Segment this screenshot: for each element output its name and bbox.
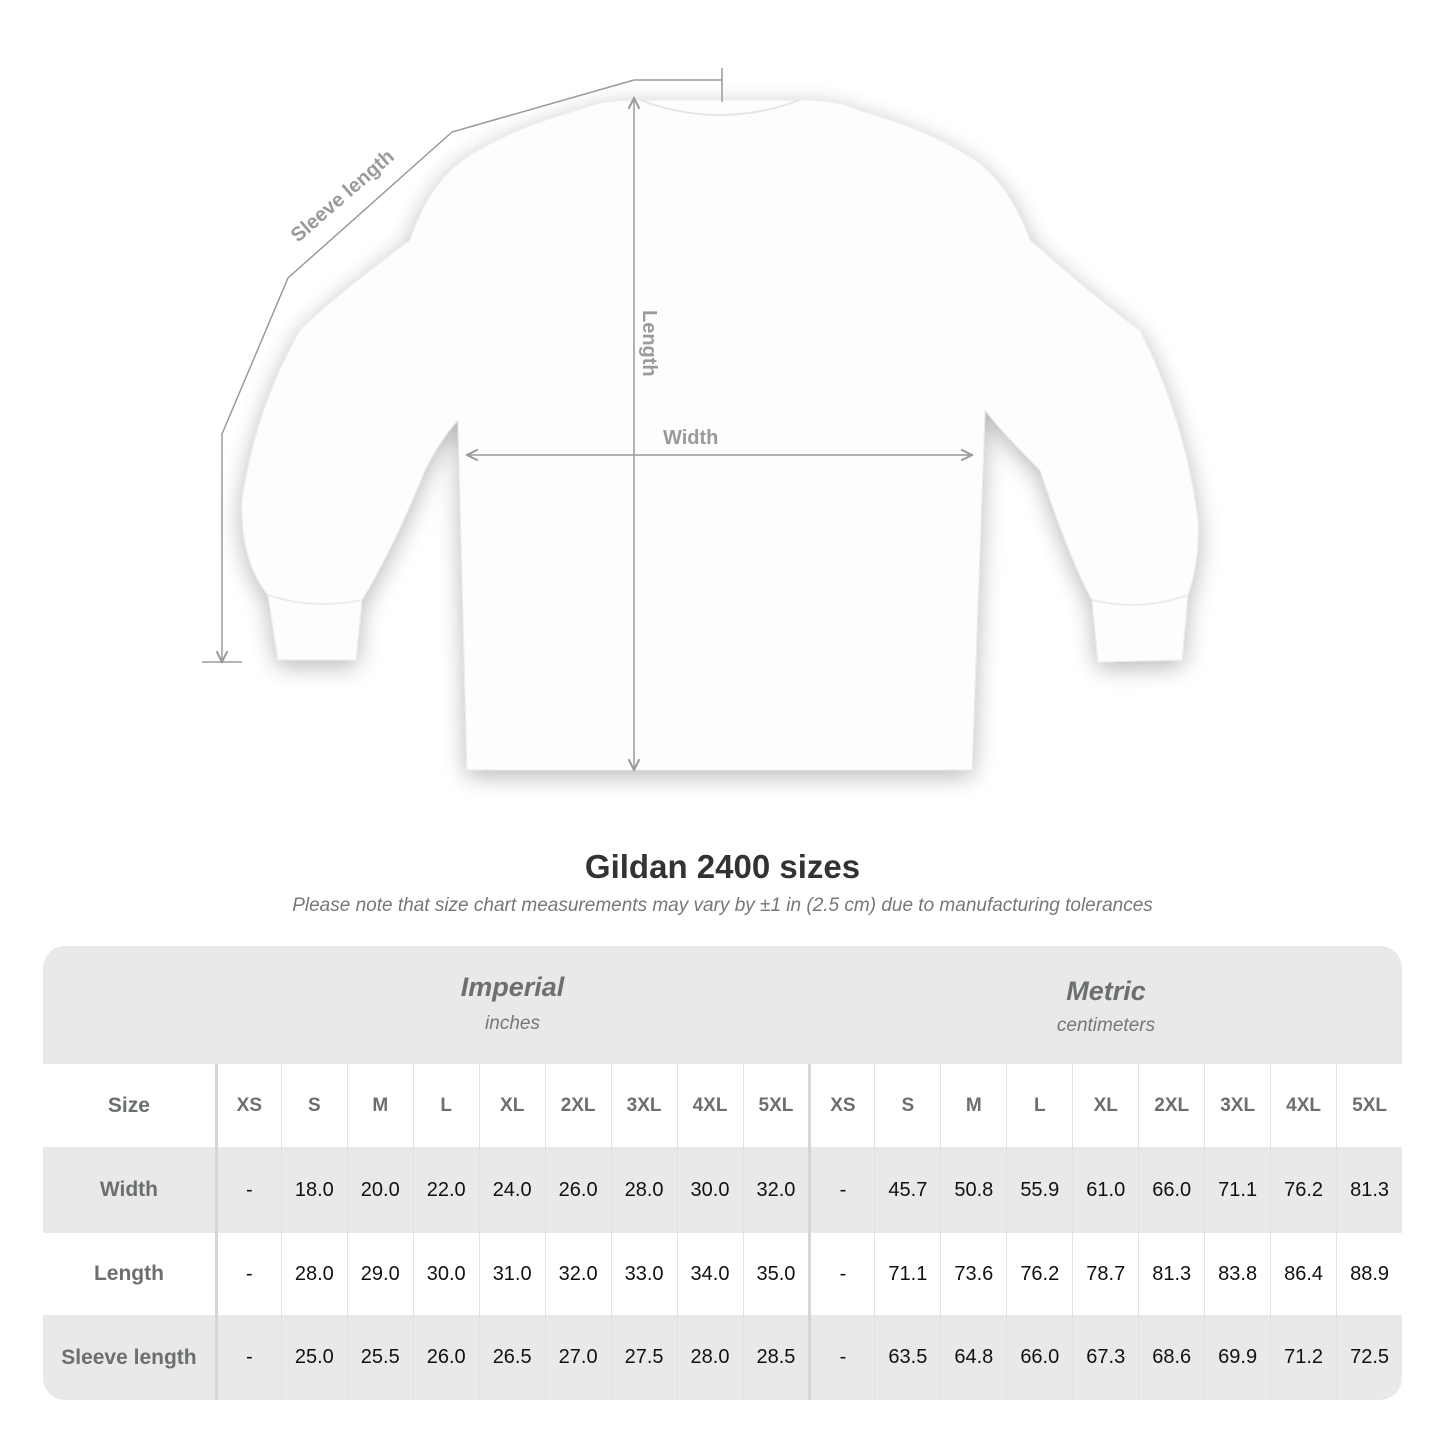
metric-value-cell: 88.9 — [1336, 1233, 1402, 1315]
metric-value-cell: 78.7 — [1072, 1233, 1138, 1315]
imperial-value-cell: 26.0 — [412, 1315, 479, 1400]
metric-value-cell: 71.1 — [1204, 1147, 1270, 1233]
metric-value-cell: 61.0 — [1072, 1147, 1138, 1233]
imperial-value-cell: 27.0 — [544, 1315, 611, 1400]
imperial-size-2xl: 2XL — [544, 1064, 611, 1147]
metric-value-cell: 63.5 — [874, 1315, 940, 1400]
imperial-size-xl: XL — [478, 1064, 545, 1147]
table-row-length: Length -28.0 29.0 30.0 31.0 32.0 33.0 34.0 35.0-… — [43, 1233, 1402, 1315]
metric-value-cell: 71.1 — [874, 1233, 940, 1315]
imperial-value-cell: 25.0 — [280, 1315, 347, 1400]
imperial-size-4xl: 4XL — [676, 1064, 743, 1147]
sleeve-length-line — [222, 79, 722, 662]
row-label: Width — [99, 1178, 158, 1201]
metric-value-cell: 67.3 — [1072, 1315, 1138, 1400]
imperial-value-cell: - — [214, 1233, 281, 1315]
metric-value-cell: 72.5 — [1336, 1315, 1402, 1400]
metric-value-cell: 55.9 — [1006, 1147, 1072, 1233]
size-header-row: Size XS S M L XL 2XL 3XL 4XL 5XL XS S M L XL 2XL 3XL 4XL 5… — [43, 1064, 1402, 1147]
metric-unit: centimeters — [1056, 1015, 1156, 1036]
metric-size-l: L — [1006, 1064, 1072, 1147]
imperial-header: Imperial inches — [215, 946, 810, 1064]
metric-size-xl: XL — [1072, 1064, 1138, 1147]
tolerance-note: Please note that size chart measurements… — [292, 895, 1153, 916]
imperial-value-cell: 29.0 — [346, 1233, 413, 1315]
imperial-value-cell: 18.0 — [280, 1147, 347, 1233]
size-label: Size — [107, 1093, 150, 1117]
imperial-size-3xl: 3XL — [610, 1064, 677, 1147]
metric-size-3xl: 3XL — [1204, 1064, 1270, 1147]
metric-value-cell: 66.0 — [1006, 1315, 1072, 1400]
imperial-value-cell: 24.0 — [478, 1147, 545, 1233]
imperial-value-cell: 34.0 — [676, 1233, 743, 1315]
imperial-value-cell: 32.0 — [544, 1233, 611, 1315]
imperial-value-cell: 20.0 — [346, 1147, 413, 1233]
shirt-measurement-diagram: Sleeve length Length Width — [202, 68, 1199, 840]
imperial-size-s: S — [280, 1064, 347, 1147]
metric-size-4xl: 4XL — [1270, 1064, 1336, 1147]
imperial-value-cell: 32.0 — [742, 1147, 809, 1233]
imperial-value-cell: 35.0 — [742, 1233, 809, 1315]
metric-value-cell: 76.2 — [1006, 1233, 1072, 1315]
row-label: Length — [93, 1262, 164, 1285]
metric-value-cell: 69.9 — [1204, 1315, 1270, 1400]
imperial-title: Imperial — [460, 972, 565, 1002]
imperial-size-xs: XS — [214, 1064, 281, 1147]
chart-title: Gildan 2400 sizes — [584, 848, 861, 885]
imperial-unit: inches — [485, 1013, 540, 1034]
imperial-size-l: L — [412, 1064, 479, 1147]
metric-header: Metric centimeters — [810, 946, 1402, 1064]
metric-value-cell: 64.8 — [940, 1315, 1006, 1400]
metric-value-cell: 73.6 — [940, 1233, 1006, 1315]
metric-value-cell: - — [808, 1147, 874, 1233]
metric-size-s: S — [874, 1064, 940, 1147]
measure-lines — [202, 68, 972, 770]
imperial-value-cell: - — [214, 1147, 281, 1233]
metric-value-cell: 86.4 — [1270, 1233, 1336, 1315]
size-table: Imperial inches Metric centimeters Size X… — [43, 946, 1402, 1400]
metric-title: Metric — [1066, 976, 1146, 1006]
imperial-value-cell: 33.0 — [610, 1233, 677, 1315]
imperial-value-cell: 26.5 — [478, 1315, 545, 1400]
imperial-size-m: M — [346, 1064, 413, 1147]
table-row-sleeve-length: Sleeve length -25.0 25.5 26.0 26.5 27.0 27.5 28… — [43, 1315, 1402, 1400]
metric-value-cell: 83.8 — [1204, 1233, 1270, 1315]
imperial-value-cell: 28.0 — [610, 1147, 677, 1233]
imperial-value-cell: 31.0 — [478, 1233, 545, 1315]
width-label: Width — [663, 427, 718, 449]
metric-value-cell: 50.8 — [940, 1147, 1006, 1233]
metric-size-xs: XS — [808, 1064, 874, 1147]
metric-value-cell: 45.7 — [874, 1147, 940, 1233]
imperial-value-cell: 30.0 — [412, 1233, 479, 1315]
metric-value-cell: - — [808, 1233, 874, 1315]
metric-size-m: M — [940, 1064, 1006, 1147]
metric-value-cell: 76.2 — [1270, 1147, 1336, 1233]
length-label: Length — [638, 310, 660, 377]
imperial-value-cell: 28.0 — [280, 1233, 347, 1315]
imperial-size-5xl: 5XL — [742, 1064, 809, 1147]
metric-size-2xl: 2XL — [1138, 1064, 1204, 1147]
imperial-value-cell: 26.0 — [544, 1147, 611, 1233]
metric-size-5xl: 5XL — [1336, 1064, 1402, 1147]
metric-value-cell: 66.0 — [1138, 1147, 1204, 1233]
imperial-value-cell: 28.0 — [676, 1315, 743, 1400]
sleeve-length-label: Sleeve length — [287, 146, 399, 247]
table-row-width: Width -18.0 20.0 22.0 24.0 26.0 28.0 30.0 32.0-4… — [43, 1147, 1402, 1233]
imperial-value-cell: - — [214, 1315, 281, 1400]
imperial-value-cell: 22.0 — [412, 1147, 479, 1233]
metric-value-cell: 71.2 — [1270, 1315, 1336, 1400]
imperial-value-cell: 28.5 — [742, 1315, 809, 1400]
metric-value-cell: 68.6 — [1138, 1315, 1204, 1400]
metric-value-cell: 81.3 — [1138, 1233, 1204, 1315]
imperial-value-cell: 30.0 — [676, 1147, 743, 1233]
metric-value-cell: - — [808, 1315, 874, 1400]
metric-value-cell: 81.3 — [1336, 1147, 1402, 1233]
shirt-image — [241, 99, 1199, 771]
imperial-value-cell: 25.5 — [346, 1315, 413, 1400]
imperial-value-cell: 27.5 — [610, 1315, 677, 1400]
row-label: Sleeve length — [61, 1345, 197, 1369]
